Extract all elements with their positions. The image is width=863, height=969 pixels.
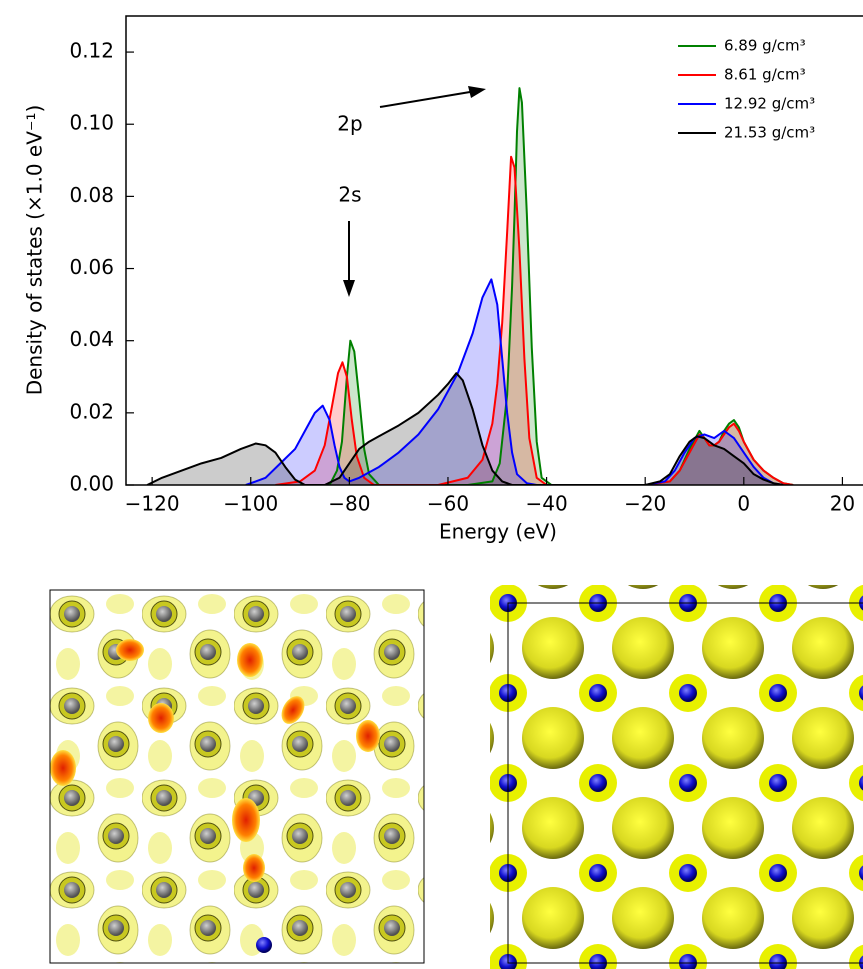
plot-area: [147, 88, 793, 485]
hot-spot: [148, 703, 174, 733]
y-tick-label: 0.10: [69, 111, 114, 135]
legend: 6.89 g/cm³ 8.61 g/cm³ 12.92 g/cm³ 21.53 g/c…: [678, 37, 815, 142]
y-tick-label: 0.08: [69, 183, 114, 207]
hot-spot: [243, 854, 265, 882]
x-tick-label: 0: [737, 492, 750, 516]
legend-label: 12.92 g/cm³: [724, 95, 815, 113]
charge-density: [50, 590, 424, 963]
x-tick-label: 20: [830, 492, 855, 516]
x-tick-label: −80: [328, 492, 370, 516]
y-tick-label: 0.02: [69, 399, 114, 423]
amorphous-snapshot: [50, 590, 424, 963]
charge-density: [490, 585, 863, 969]
y-tick-label: 0.12: [69, 39, 114, 63]
series-line: [300, 88, 793, 485]
legend-label: 21.53 g/cm³: [724, 124, 815, 142]
page: Density of states (×1.0 eV⁻¹) Energy (eV…: [0, 0, 863, 969]
arrow-head: [343, 280, 355, 297]
hot-spot: [116, 639, 144, 661]
legend-label: 6.89 g/cm³: [724, 37, 806, 55]
x-tick-label: −60: [427, 492, 469, 516]
y-tick-label: 0.04: [69, 327, 114, 351]
hot-spot: [50, 750, 76, 786]
x-tick-label: −20: [624, 492, 666, 516]
y-tick-label: 0.00: [69, 472, 114, 496]
series-area: [300, 88, 793, 485]
crystal-snapshot: [490, 585, 863, 969]
atom: [256, 937, 272, 953]
x-tick-label: −120: [125, 492, 180, 516]
annotation: 2p: [337, 112, 362, 136]
figure: Density of states (×1.0 eV⁻¹) Energy (eV…: [0, 0, 863, 969]
x-axis-label: Energy (eV): [439, 520, 557, 544]
y-tick-label: 0.06: [69, 255, 114, 279]
x-tick-label: −40: [525, 492, 567, 516]
annotation-arrow: [380, 92, 470, 107]
annotation: 2s: [338, 183, 361, 207]
arrow-head: [468, 86, 486, 98]
hot-spot: [237, 643, 263, 677]
hot-spot: [356, 720, 380, 752]
y-axis-label: Density of states (×1.0 eV⁻¹): [23, 105, 47, 396]
hot-spot: [232, 798, 260, 842]
legend-label: 8.61 g/cm³: [724, 66, 806, 84]
x-tick-label: −100: [223, 492, 278, 516]
